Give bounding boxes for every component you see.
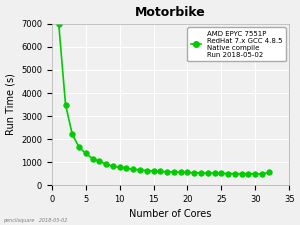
X-axis label: Number of Cores: Number of Cores xyxy=(129,209,212,219)
Text: pencilsquare   2018-05-02: pencilsquare 2018-05-02 xyxy=(3,218,68,223)
Y-axis label: Run Time (s): Run Time (s) xyxy=(6,74,16,135)
Legend: AMD EPYC 7551P
RedHat 7.x GCC 4.8.5
Native compile
Run 2018-05-02: AMD EPYC 7551P RedHat 7.x GCC 4.8.5 Nati… xyxy=(187,27,286,61)
Title: Motorbike: Motorbike xyxy=(135,6,206,18)
